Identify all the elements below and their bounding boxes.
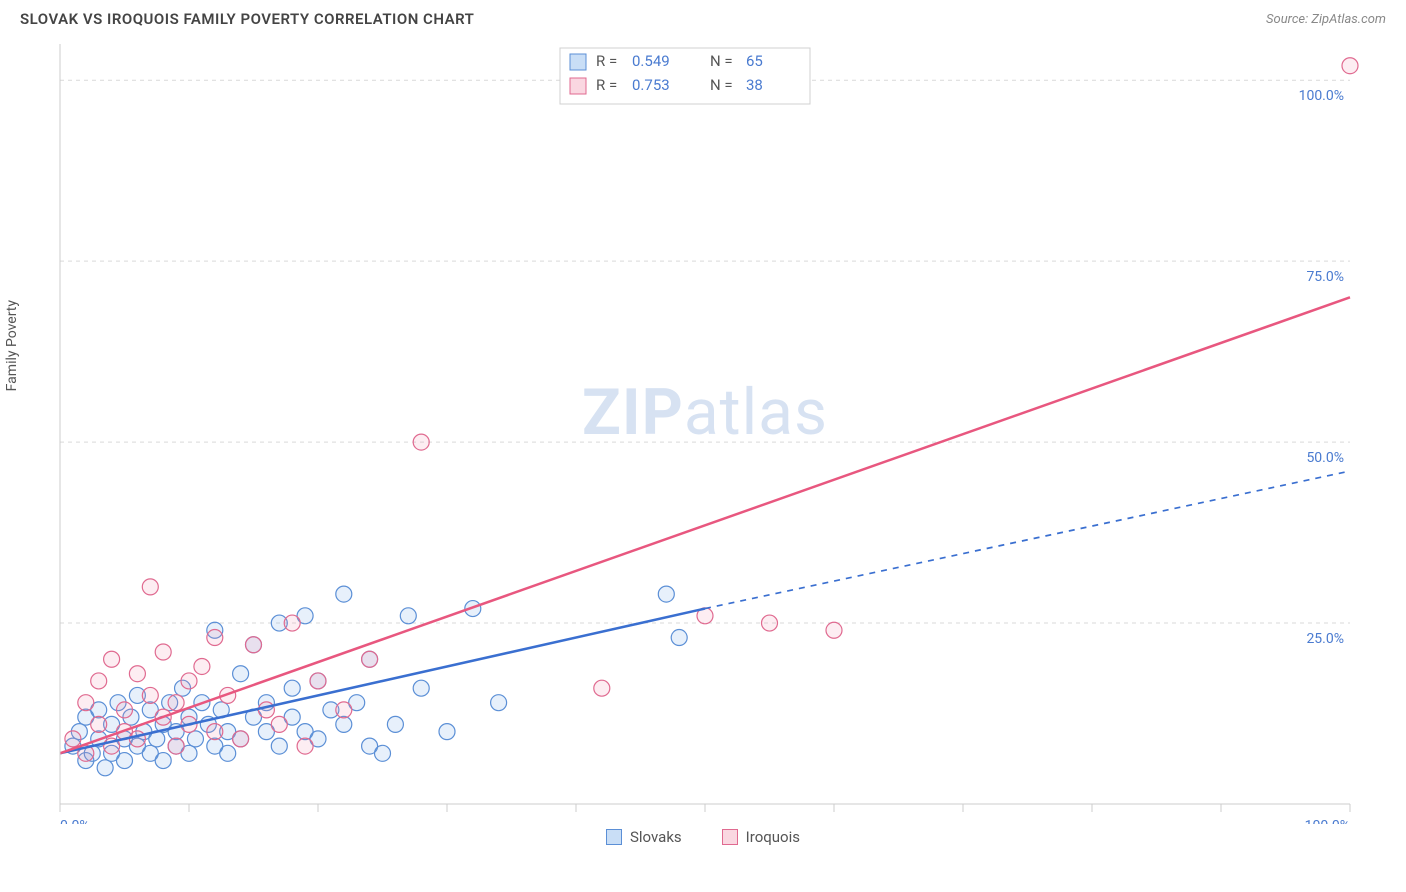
svg-text:100.0%: 100.0%: [1305, 818, 1350, 824]
legend-item-slovaks: Slovaks: [606, 828, 682, 846]
svg-text:R =: R =: [596, 52, 617, 70]
svg-text:N =: N =: [710, 76, 733, 94]
chart-header: SLOVAK VS IROQUOIS FAMILY POVERTY CORREL…: [0, 0, 1406, 34]
svg-text:50.0%: 50.0%: [1306, 450, 1344, 466]
svg-text:R =: R =: [596, 76, 617, 94]
svg-text:0.753: 0.753: [632, 76, 670, 94]
svg-text:65: 65: [746, 52, 763, 70]
chart-title: SLOVAK VS IROQUOIS FAMILY POVERTY CORREL…: [20, 10, 474, 28]
svg-text:100.0%: 100.0%: [1299, 88, 1344, 104]
correlation-chart: 25.0% 50.0% 75.0% 100.0% ZIPatlas 0.0% 100.0% R…: [20, 34, 1360, 824]
svg-text:25.0%: 25.0%: [1306, 631, 1344, 647]
svg-text:0.0%: 0.0%: [60, 818, 90, 824]
legend-swatch-slovaks: [606, 829, 622, 845]
svg-text:ZIPatlas: ZIPatlas: [582, 375, 828, 450]
svg-text:0.549: 0.549: [632, 52, 670, 70]
bottom-legend: Slovaks Iroquois: [0, 828, 1406, 846]
legend-swatch-iroquois: [722, 829, 738, 845]
svg-text:75.0%: 75.0%: [1306, 269, 1344, 285]
svg-text:N =: N =: [710, 52, 733, 70]
y-axis-label: Family Poverty: [4, 300, 20, 391]
chart-container: Family Poverty 25.0%50.0%75.0%100.0%ZIPa…: [20, 34, 1386, 824]
legend-label: Iroquois: [746, 828, 800, 846]
legend-item-iroquois: Iroquois: [722, 828, 800, 846]
chart-source: Source: ZipAtlas.com: [1266, 12, 1386, 27]
svg-text:38: 38: [746, 76, 763, 94]
legend-label: Slovaks: [630, 828, 682, 846]
